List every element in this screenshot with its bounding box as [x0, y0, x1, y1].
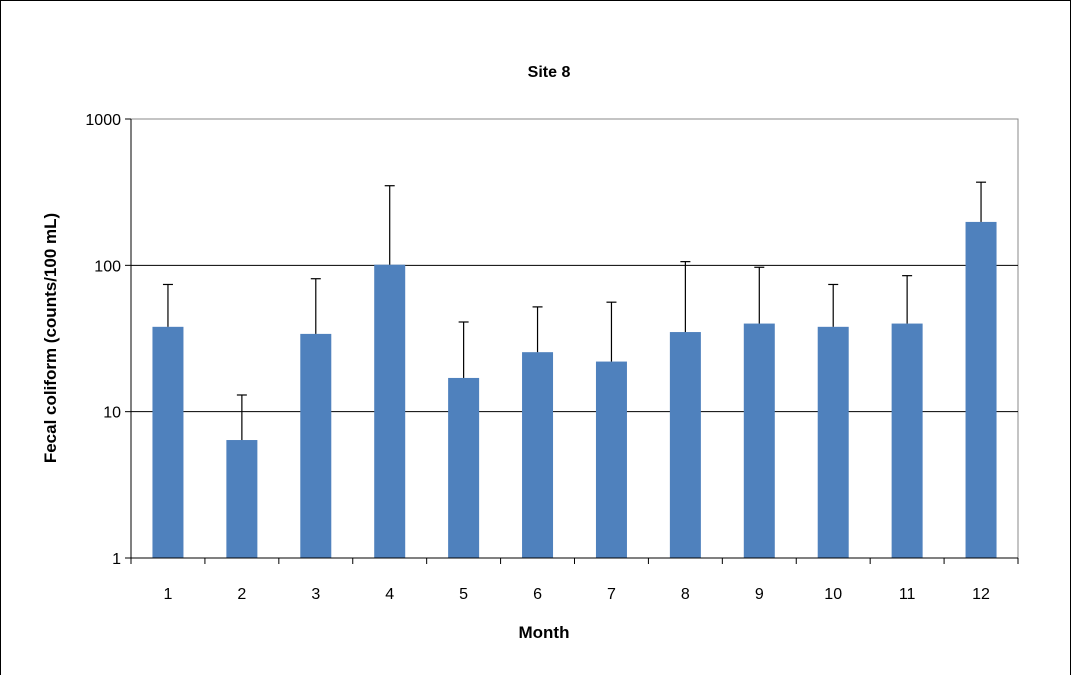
- grid-lines: [131, 264, 1018, 413]
- axes: [125, 118, 1019, 564]
- bars: [152, 221, 997, 558]
- x-tick-label-10: 10: [824, 586, 842, 603]
- y-tick-label-100: 100: [94, 258, 121, 275]
- y-tick-label-10: 10: [103, 405, 121, 422]
- x-tick-label-8: 8: [681, 586, 690, 603]
- error-bars: [162, 181, 987, 441]
- x-tick-label-9: 9: [755, 586, 764, 603]
- x-tick-label-3: 3: [311, 586, 320, 603]
- bar-month-4: [374, 264, 406, 558]
- bar-month-10: [817, 326, 849, 558]
- bar-month-9: [743, 323, 775, 558]
- bar-month-1: [152, 326, 184, 558]
- x-tick-label-6: 6: [533, 586, 542, 603]
- bar-month-2: [226, 440, 258, 558]
- x-tick-label-11: 11: [899, 586, 916, 603]
- bar-month-3: [300, 333, 332, 558]
- y-axis-label: Fecal coliform (counts/100 mL): [41, 213, 60, 463]
- chart-title: Site 8: [528, 64, 571, 81]
- bar-month-7: [595, 361, 627, 558]
- bar-month-8: [669, 332, 701, 558]
- x-tick-label-12: 12: [972, 586, 990, 603]
- x-tick-label-4: 4: [385, 586, 394, 603]
- x-tick-label-5: 5: [459, 586, 468, 603]
- plot-area: [130, 118, 1019, 559]
- bar-month-6: [522, 352, 554, 558]
- bar-month-12: [965, 221, 997, 558]
- x-tick-labels: 1 2 3 4 5 6 7 8 9 10 11 12: [164, 586, 991, 603]
- x-axis-label: Month: [519, 623, 570, 642]
- bar-month-11: [891, 323, 923, 558]
- x-tick-label-7: 7: [607, 586, 616, 603]
- y-tick-label-1000: 1000: [85, 112, 121, 129]
- x-tick-label-2: 2: [237, 586, 246, 603]
- y-tick-labels: 1 10 100 1000: [85, 112, 121, 568]
- x-tick-label-1: 1: [164, 586, 173, 603]
- y-tick-label-1: 1: [112, 551, 121, 568]
- bar-month-5: [448, 377, 480, 558]
